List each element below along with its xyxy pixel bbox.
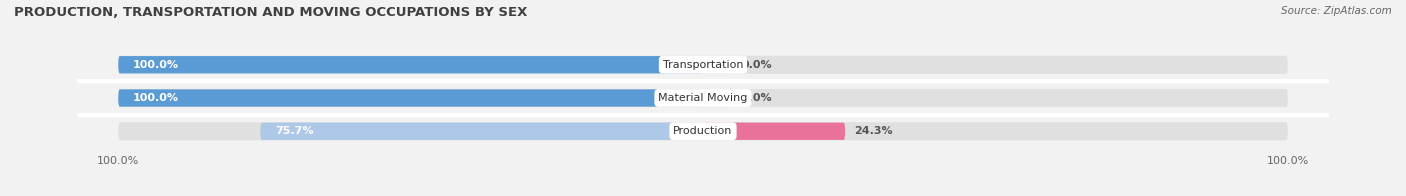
- Text: 100.0%: 100.0%: [134, 60, 179, 70]
- Text: 75.7%: 75.7%: [276, 126, 314, 136]
- Text: Source: ZipAtlas.com: Source: ZipAtlas.com: [1281, 6, 1392, 16]
- FancyBboxPatch shape: [703, 123, 845, 140]
- Text: 0.0%: 0.0%: [741, 60, 772, 70]
- FancyBboxPatch shape: [703, 56, 733, 73]
- FancyBboxPatch shape: [118, 89, 1288, 107]
- FancyBboxPatch shape: [118, 122, 1288, 140]
- FancyBboxPatch shape: [260, 123, 703, 140]
- Text: Production: Production: [673, 126, 733, 136]
- FancyBboxPatch shape: [118, 56, 1288, 74]
- Text: 0.0%: 0.0%: [741, 93, 772, 103]
- Text: PRODUCTION, TRANSPORTATION AND MOVING OCCUPATIONS BY SEX: PRODUCTION, TRANSPORTATION AND MOVING OC…: [14, 6, 527, 19]
- Text: Transportation: Transportation: [662, 60, 744, 70]
- Text: 100.0%: 100.0%: [134, 93, 179, 103]
- FancyBboxPatch shape: [703, 89, 733, 107]
- Text: Material Moving: Material Moving: [658, 93, 748, 103]
- FancyBboxPatch shape: [118, 89, 703, 107]
- FancyBboxPatch shape: [118, 56, 703, 73]
- Text: 24.3%: 24.3%: [853, 126, 893, 136]
